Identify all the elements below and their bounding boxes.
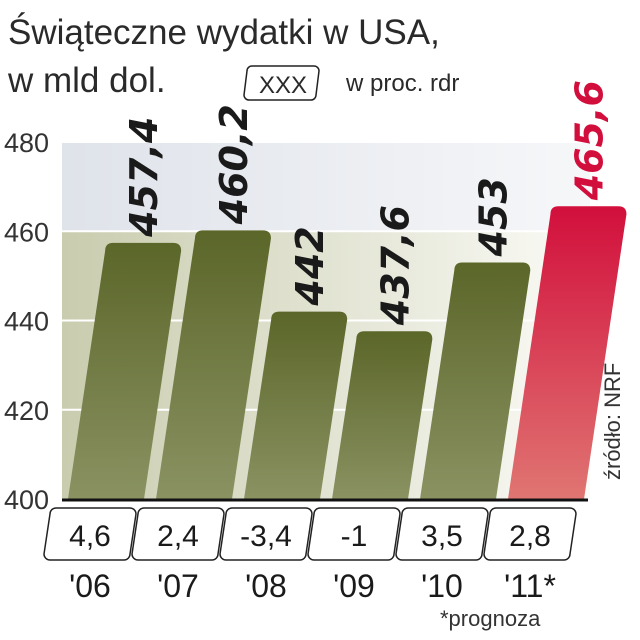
legend-box	[243, 65, 320, 101]
growth-label: 3,5	[421, 520, 463, 553]
legend-box-text: XXX	[259, 72, 307, 99]
growth-box	[307, 507, 401, 561]
growth-box	[483, 507, 577, 561]
x-tick-label: '09	[333, 568, 375, 604]
footnote: *prognoza	[440, 606, 541, 631]
chart-title: Świąteczne wydatki w USA,	[8, 12, 440, 52]
value-label: 437,6	[373, 205, 417, 326]
growth-label: 4,6	[69, 520, 111, 553]
source-label: źródło: NRF	[600, 363, 625, 480]
growth-label: 2,4	[157, 520, 199, 553]
y-tick-label: 400	[4, 485, 49, 515]
x-tick-label: '08	[245, 568, 287, 604]
x-tick-label: '06	[69, 568, 111, 604]
growth-label: -1	[341, 520, 368, 553]
bar	[420, 262, 531, 499]
value-label: 457,4	[122, 117, 166, 238]
bar	[332, 331, 433, 499]
bar-highlight	[508, 206, 627, 499]
value-label: 453	[471, 177, 515, 257]
growth-box	[395, 507, 489, 561]
value-label: 460,2	[212, 104, 256, 225]
x-tick-label: '07	[157, 568, 199, 604]
y-tick-label: 480	[4, 128, 49, 158]
x-tick-label: '10	[421, 568, 463, 604]
bar	[156, 230, 271, 500]
plot-background-upper	[62, 142, 590, 232]
value-label: 442	[288, 226, 332, 306]
bar	[68, 242, 182, 500]
growth-box	[43, 507, 137, 561]
growth-box	[219, 507, 313, 561]
growth-label: 2,8	[509, 520, 551, 553]
growth-label: -3,4	[240, 520, 292, 553]
chart-subtitle: w mld dol.	[7, 61, 166, 100]
legend-text: w proc. rdr	[345, 70, 459, 97]
x-tick-label: '11*	[504, 568, 556, 604]
growth-box	[131, 507, 225, 561]
y-tick-label: 460	[4, 217, 49, 247]
bar	[244, 311, 348, 499]
y-tick-label: 420	[4, 396, 49, 426]
y-tick-label: 440	[4, 307, 49, 337]
value-label: 465,6	[567, 80, 611, 201]
